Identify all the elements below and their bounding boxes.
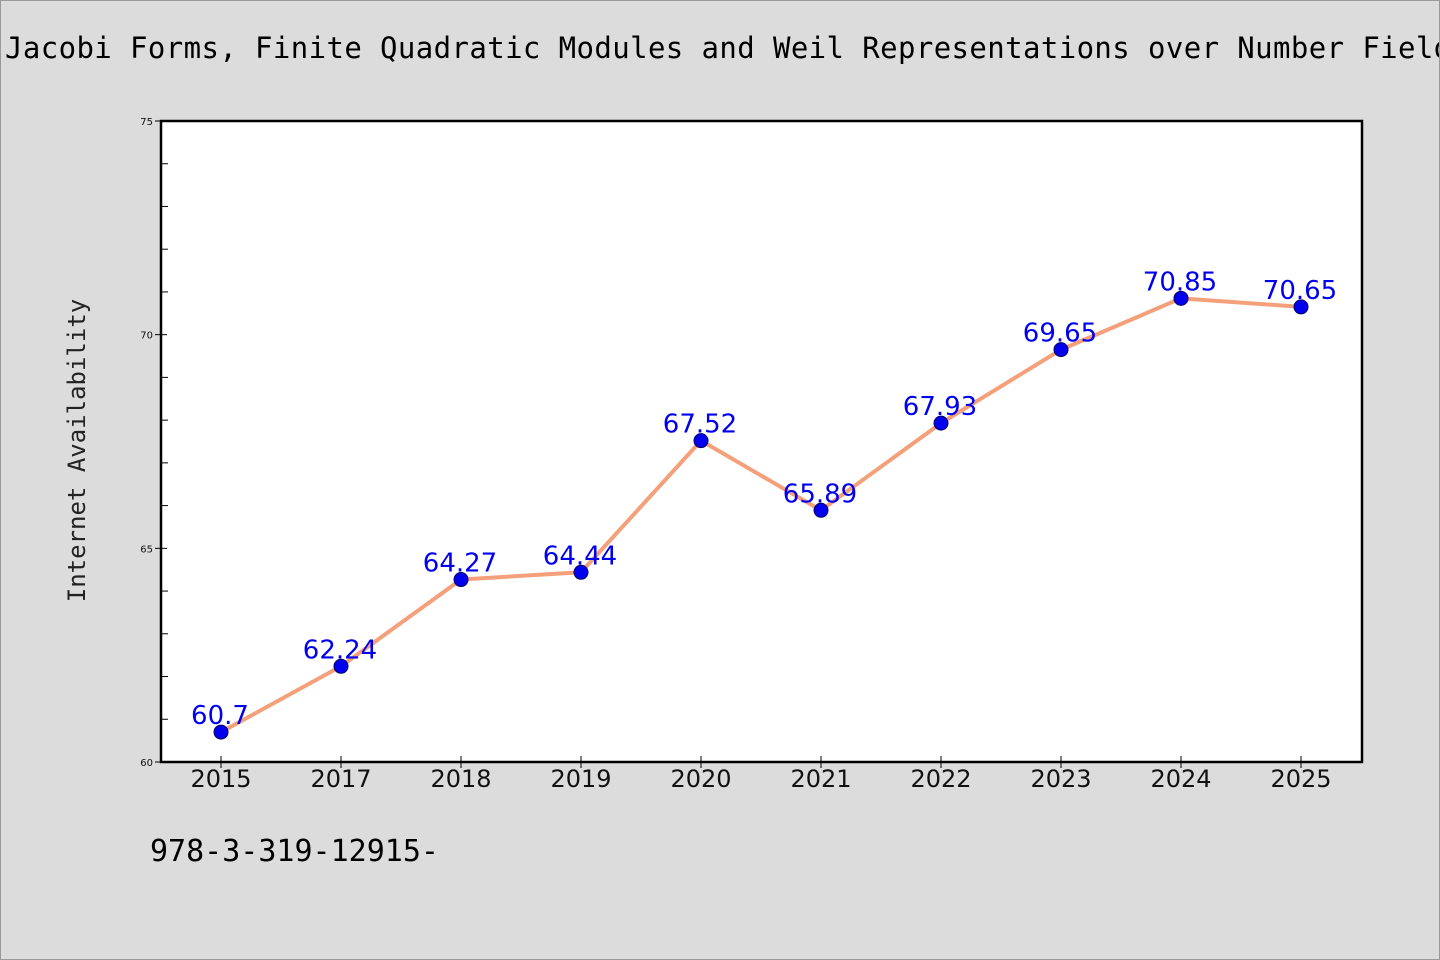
x-tick-label: 2017 — [310, 765, 371, 793]
y-tick-label: 60 — [140, 758, 153, 769]
data-point — [573, 564, 589, 580]
data-point — [693, 433, 709, 449]
y-tick-label: 70 — [140, 331, 153, 342]
x-tick-label: 2018 — [430, 765, 491, 793]
x-tick-label: 2024 — [1150, 765, 1211, 793]
y-axis-label: Internet Availability — [63, 299, 91, 602]
data-point — [1053, 342, 1069, 358]
x-tick-label: 2019 — [550, 765, 611, 793]
data-point — [333, 658, 349, 674]
series-line — [219, 296, 1303, 735]
x-tick-label: 2021 — [790, 765, 851, 793]
data-point — [1173, 290, 1189, 306]
chart-title: Jacobi Forms, Finite Quadratic Modules a… — [5, 31, 1440, 65]
x-tick-label: 2023 — [1030, 765, 1091, 793]
x-tick-label: 2025 — [1270, 765, 1331, 793]
x-tick-label: 2020 — [670, 765, 731, 793]
data-point — [933, 415, 949, 431]
data-point — [813, 502, 829, 518]
data-point — [453, 572, 469, 588]
x-tick-label: 2015 — [190, 765, 251, 793]
y-tick-label: 75 — [140, 117, 153, 128]
data-point — [213, 724, 229, 740]
data-point — [1293, 299, 1309, 315]
y-tick-label: 65 — [140, 544, 153, 555]
plot-area — [159, 119, 1364, 764]
x-tick-label: 2022 — [910, 765, 971, 793]
isbn-footer-text: 978-3-319-12915- — [150, 834, 439, 869]
